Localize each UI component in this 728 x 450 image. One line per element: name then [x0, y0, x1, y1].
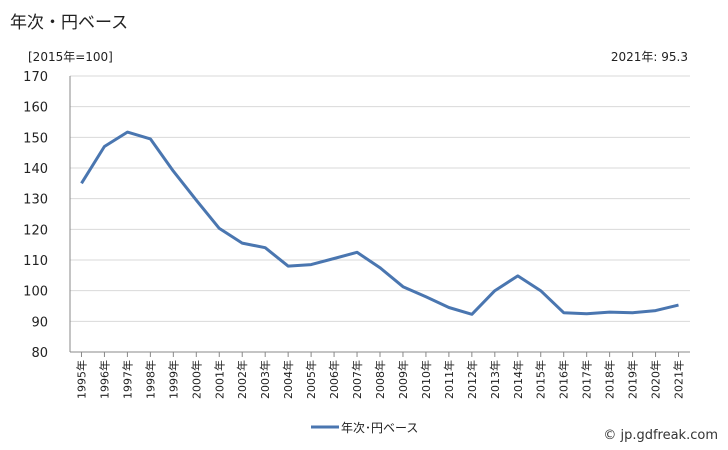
- x-tick-label: 2021年: [672, 360, 686, 399]
- y-tick-label: 150: [23, 131, 48, 146]
- x-tick-label: 2019年: [626, 360, 640, 399]
- x-tick-label: 2004年: [281, 360, 295, 399]
- y-tick-label: 100: [23, 285, 48, 300]
- x-tick-label: 1995年: [74, 360, 88, 399]
- x-tick-label: 1998年: [143, 360, 157, 399]
- y-tick-label: 80: [31, 346, 48, 361]
- x-tick-label: 2007年: [350, 360, 364, 399]
- y-tick-label: 170: [23, 70, 48, 85]
- x-tick-label: 2000年: [189, 360, 203, 399]
- x-tick-label: 1996年: [97, 360, 111, 399]
- x-tick-label: 2010年: [419, 360, 433, 399]
- x-tick-label: 1999年: [166, 360, 180, 399]
- x-tick-label: 2012年: [465, 360, 479, 399]
- y-tick-label: 120: [23, 223, 48, 238]
- x-tick-label: 2015年: [534, 360, 548, 399]
- legend-label: 年次･円ベース: [341, 421, 418, 435]
- x-tick-label: 2020年: [649, 360, 663, 399]
- y-tick-label: 130: [23, 193, 48, 208]
- x-tick-label: 2011年: [442, 360, 456, 399]
- x-tick-label: 2005年: [304, 360, 318, 399]
- x-tick-label: 2014年: [511, 360, 525, 399]
- source-credit: © jp.gdfreak.com: [603, 428, 718, 443]
- series-line: [80, 130, 679, 316]
- y-tick-label: 160: [23, 101, 48, 116]
- latest-value-label: 2021年: 95.3: [610, 50, 688, 64]
- y-tick-label: 140: [23, 162, 48, 177]
- x-tick-label: 1997年: [120, 360, 134, 399]
- unit-label: [2015年=100]: [28, 50, 113, 64]
- x-tick-label: 2001年: [212, 360, 226, 399]
- x-tick-label: 2006年: [327, 360, 341, 399]
- x-tick-label: 2002年: [235, 360, 249, 399]
- x-tick-label: 2018年: [603, 360, 617, 399]
- x-tick-label: 2003年: [258, 360, 272, 399]
- x-tick-label: 2016年: [557, 360, 571, 399]
- x-tick-label: 2008年: [373, 360, 387, 399]
- x-tick-label: 2009年: [396, 360, 410, 399]
- y-tick-label: 110: [23, 254, 48, 269]
- y-tick-label: 90: [31, 315, 48, 330]
- chart-title: 年次・円ベース: [10, 13, 129, 33]
- x-tick-label: 2013年: [488, 360, 502, 399]
- x-tick-label: 2017年: [580, 360, 594, 399]
